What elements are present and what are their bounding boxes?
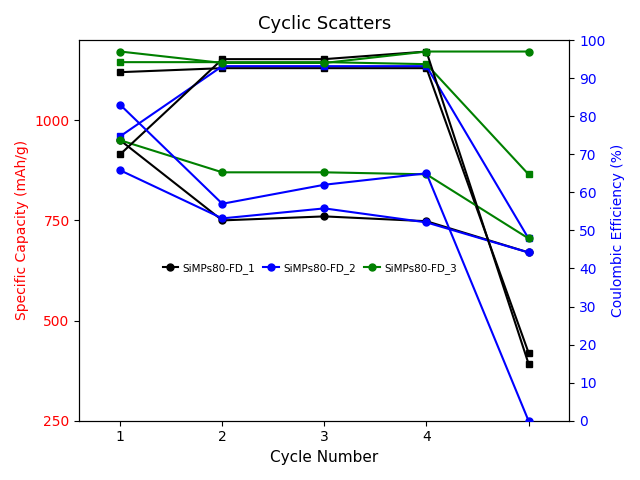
X-axis label: Cycle Number: Cycle Number (270, 450, 378, 465)
Y-axis label: Coulombic Efficiency (%): Coulombic Efficiency (%) (611, 144, 625, 317)
Title: Cyclic Scatters: Cyclic Scatters (258, 15, 391, 33)
Legend: SiMPs80-FD_1, SiMPs80-FD_2, SiMPs80-FD_3: SiMPs80-FD_1, SiMPs80-FD_2, SiMPs80-FD_3 (158, 259, 461, 278)
Y-axis label: Specific Capacity (mAh/g): Specific Capacity (mAh/g) (15, 140, 29, 321)
